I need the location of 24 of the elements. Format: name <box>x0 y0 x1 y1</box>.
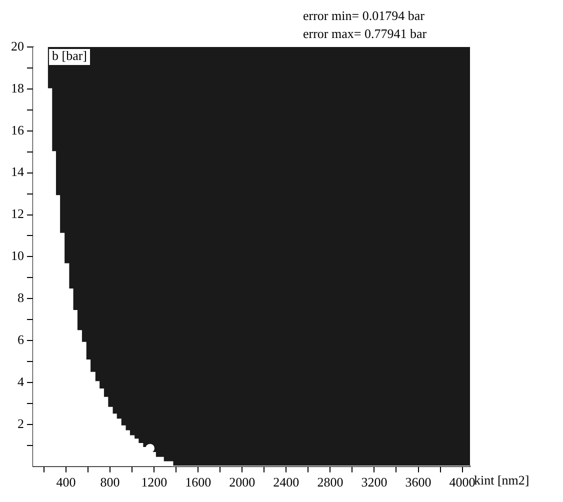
x-tick-label: 800 <box>100 474 120 490</box>
text: error max= 0.77941 bar <box>303 26 428 41</box>
text: error min= 0.01794 bar <box>303 8 426 23</box>
x-axis-title: kint [nm2] <box>474 472 530 488</box>
y-tick-label: 6 <box>18 332 24 347</box>
y-tick-label: 18 <box>11 80 24 96</box>
y-tick-label: 16 <box>11 122 24 138</box>
x-tick-label: 2000 <box>229 474 256 490</box>
x-tick-label: 2400 <box>273 474 300 490</box>
x-tick-label: 3600 <box>405 474 432 490</box>
y-axis-title: b [bar] <box>52 48 88 63</box>
y-tick-label: 14 <box>11 164 24 180</box>
x-tick-label: 2800 <box>317 474 344 490</box>
x-tick-label: 4000 <box>449 474 476 490</box>
y-tick-label: 2 <box>18 416 24 431</box>
y-tick-label: 4 <box>18 374 24 389</box>
x-tick-label: 400 <box>56 474 76 490</box>
x-tick-label: 3200 <box>361 474 388 490</box>
y-tick-label: 8 <box>18 290 24 306</box>
x-tick-label: 1600 <box>185 474 212 490</box>
x-tick-label: 1200 <box>141 474 168 490</box>
y-tick-label: 12 <box>11 206 24 222</box>
y-tick-label: 20 <box>11 38 24 54</box>
y-tick-label: 10 <box>11 248 24 264</box>
